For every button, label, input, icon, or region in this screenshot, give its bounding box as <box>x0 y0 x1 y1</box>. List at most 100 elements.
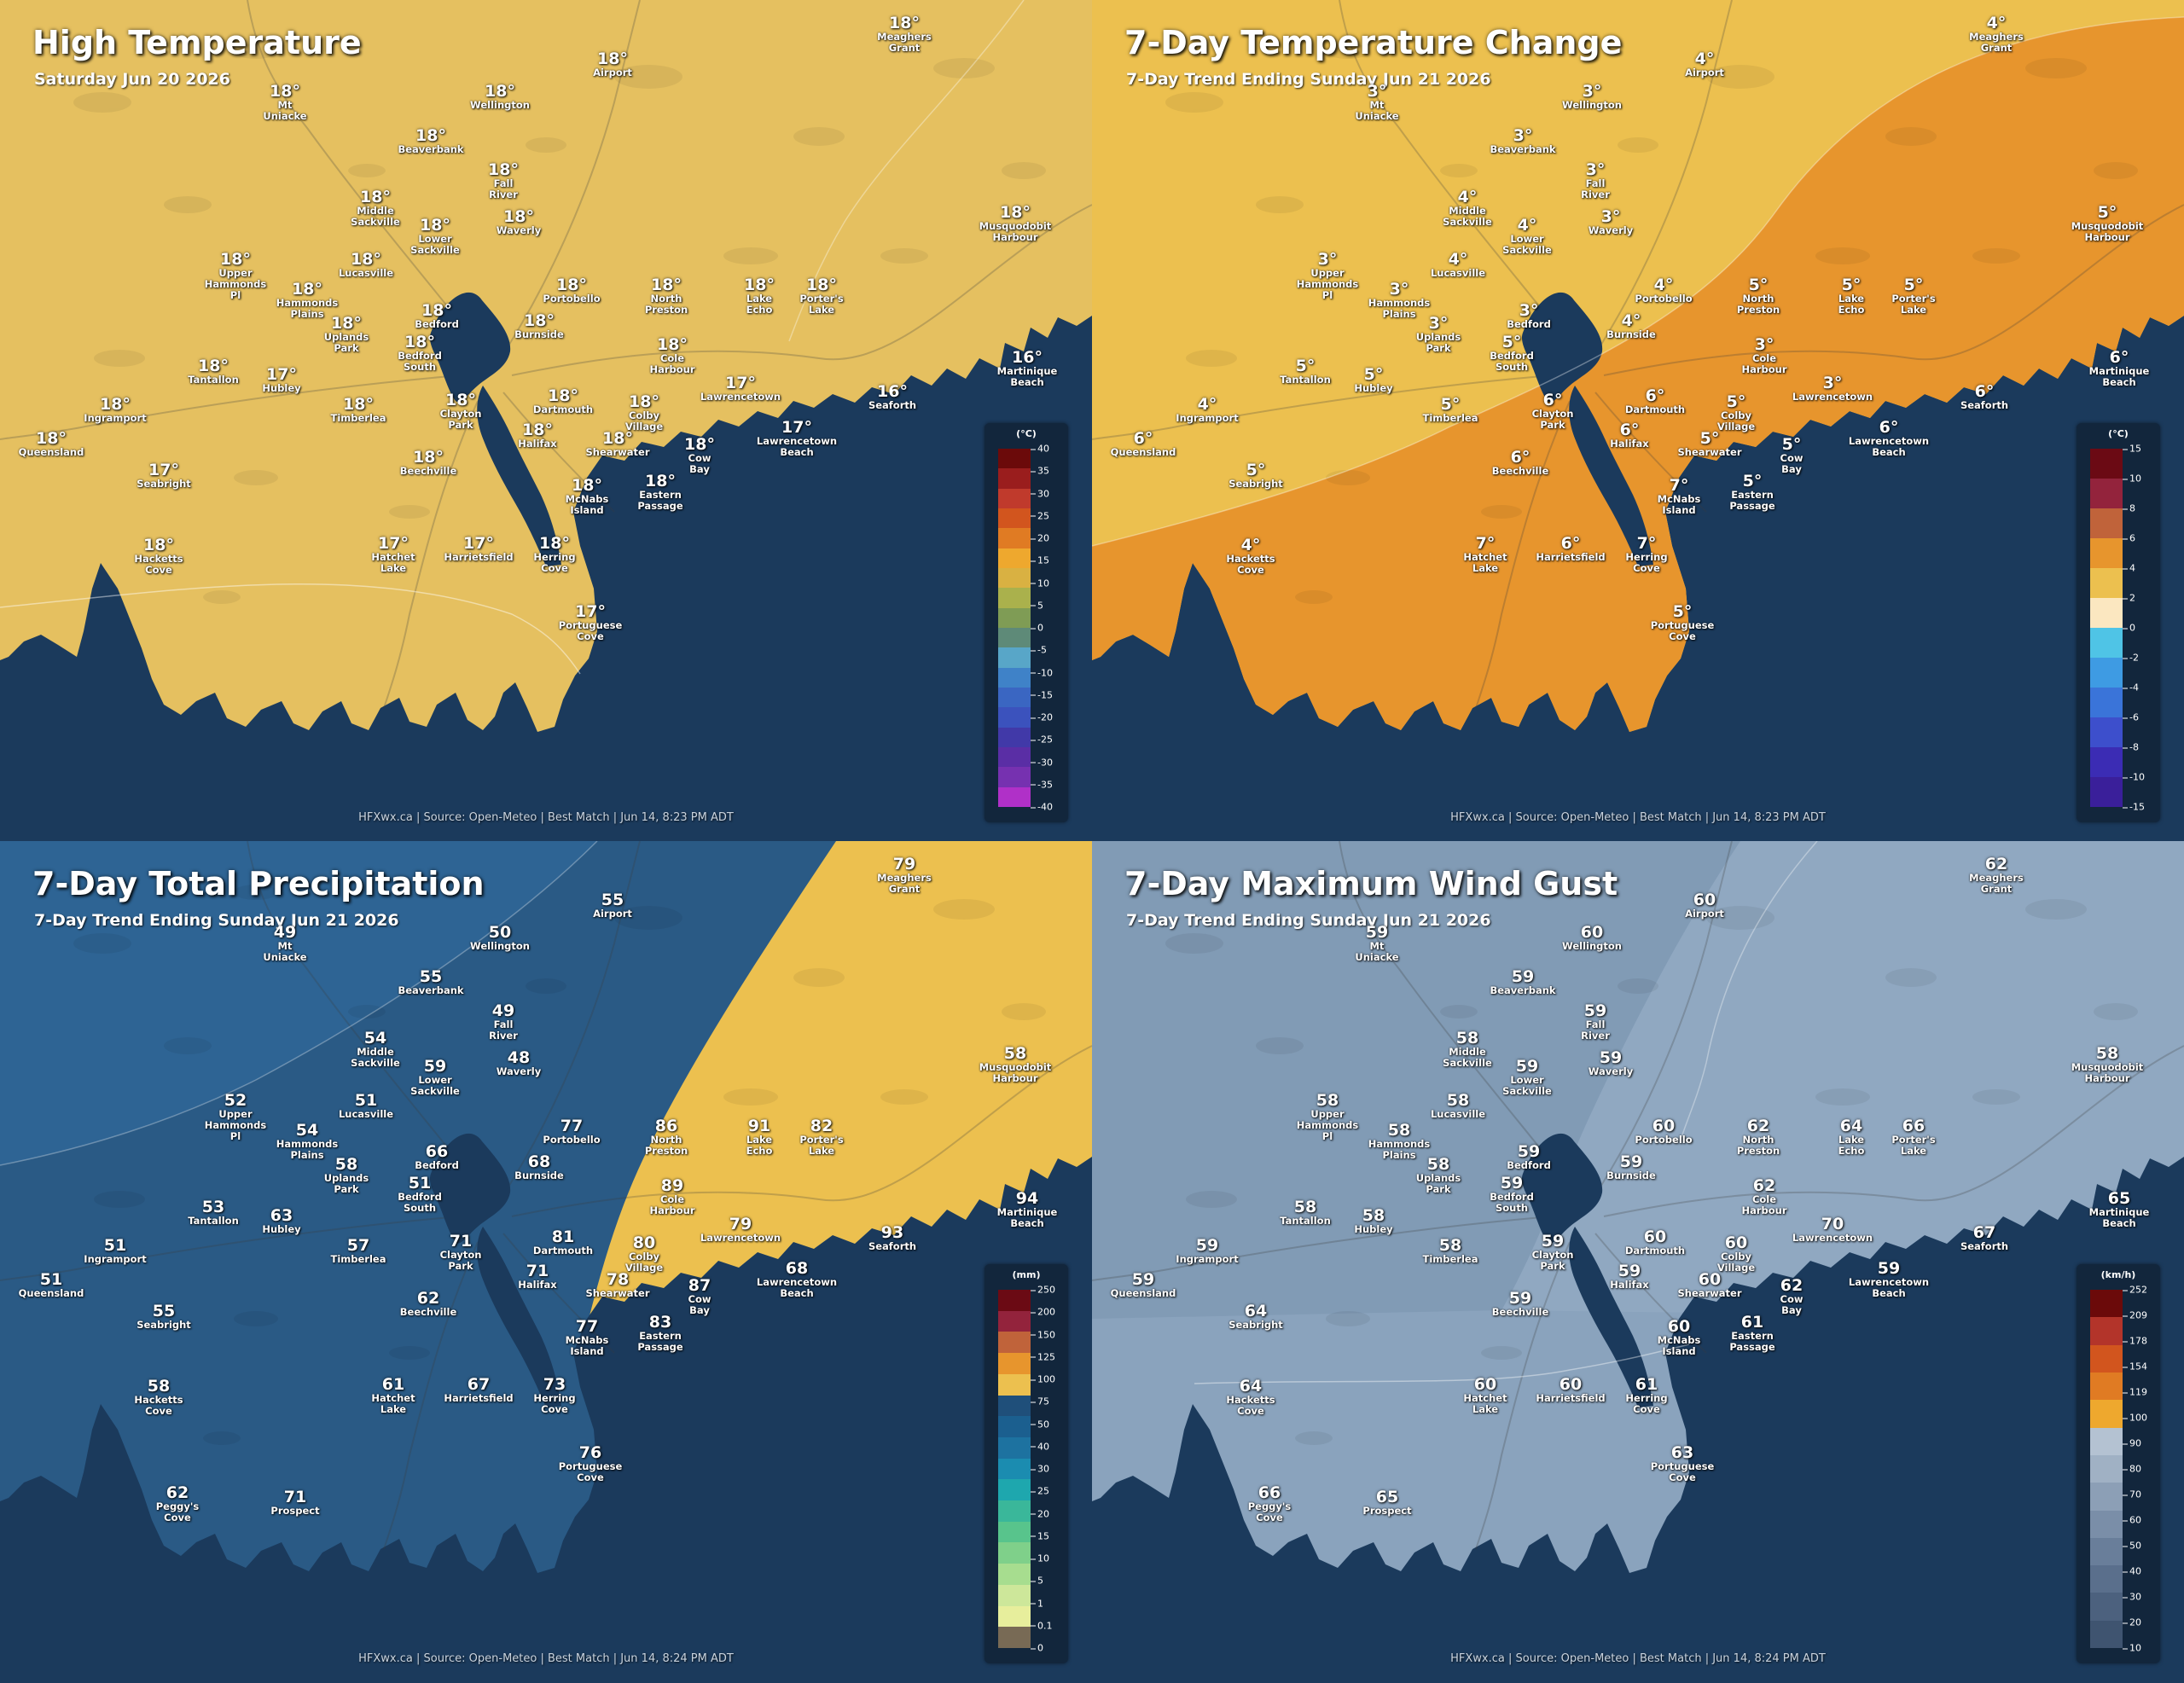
legend-tick-label: 20 <box>1031 1508 1049 1519</box>
legend-wind-gust: (km/h) 252 209 178 154 119 100 90 80 70 60 50 40 30 2… <box>2077 1264 2160 1663</box>
legend-swatch <box>2090 1593 2123 1621</box>
legend-tick-label: 15 <box>1031 554 1049 566</box>
legend-tick-label: 70 <box>2123 1489 2141 1500</box>
legend-swatch <box>998 1290 1031 1311</box>
legend-colorbar <box>2090 449 2123 807</box>
legend-tick-label: 40 <box>1031 443 1049 455</box>
legend-tick-label: 119 <box>2123 1386 2147 1398</box>
legend-tick-label: 4 <box>2123 562 2135 574</box>
legend-tick-label: -25 <box>1031 734 1053 746</box>
legend-swatch <box>2090 449 2123 479</box>
map-high-temperature <box>0 0 1092 841</box>
legend-swatch <box>998 1373 1031 1396</box>
legend-tick-label: 0.1 <box>1031 1620 1053 1632</box>
legend-swatch <box>998 1521 1031 1543</box>
legend-tick-label: 2 <box>2123 592 2135 604</box>
legend-tick-label: 8 <box>2123 502 2135 514</box>
legend-swatch <box>2090 747 2123 777</box>
legend-swatch <box>2090 1565 2123 1593</box>
legend-swatch <box>998 1395 1031 1417</box>
legend-unit: (km/h) <box>2100 1269 2136 1280</box>
legend-swatch <box>2090 1454 2123 1483</box>
legend-swatch <box>2090 1510 2123 1538</box>
map-temperature-change <box>1092 0 2184 841</box>
legend-swatch <box>2090 777 2123 807</box>
legend-swatch <box>998 627 1031 648</box>
legend-tick-label: -30 <box>1031 757 1053 768</box>
panel-maximum-wind-gust: 7-Day Maximum Wind Gust 7-Day Trend Endi… <box>1092 841 2184 1682</box>
legend-swatch <box>2090 1290 2123 1318</box>
panel-high-temperature: High Temperature Saturday Jun 20 2026 HF… <box>0 0 1092 841</box>
legend-swatch <box>2090 628 2123 658</box>
legend-swatch <box>998 746 1031 768</box>
legend-tick-label: 60 <box>2123 1514 2141 1526</box>
legend-temperature: (°C) 40 35 30 25 20 15 10 5 0 -5 -10 -15 -20 -25 -30 -3… <box>985 423 1068 822</box>
legend-swatch <box>2090 1372 2123 1401</box>
legend-swatch <box>998 508 1031 529</box>
panel-total-precipitation: 7-Day Total Precipitation 7-Day Trend En… <box>0 841 1092 1682</box>
legend-tick-label: 6 <box>2123 532 2135 544</box>
legend-tick-label: 10 <box>2123 1642 2141 1654</box>
legend-tick-label: -15 <box>1031 689 1053 701</box>
legend-swatch <box>998 1542 1031 1564</box>
legend-swatch <box>998 528 1031 548</box>
legend-unit: (°C) <box>1016 428 1037 439</box>
legend-swatch <box>998 1353 1031 1374</box>
legend-swatch <box>2090 1483 2123 1511</box>
panel-title: 7-Day Temperature Change <box>1124 24 1623 61</box>
legend-swatch <box>998 1584 1031 1606</box>
legend-tick-label: 25 <box>1031 1485 1049 1497</box>
legend-swatch <box>998 1332 1031 1354</box>
panel-credit: HFXwx.ca | Source: Open-Meteo | Best Mat… <box>1450 1652 1826 1665</box>
legend-tick-label: 50 <box>2123 1540 2141 1552</box>
legend-tick-label: 20 <box>2123 1616 2141 1628</box>
panel-title: 7-Day Total Precipitation <box>32 865 485 902</box>
legend-tick-label: 75 <box>1031 1396 1049 1407</box>
legend-tick-label: -10 <box>2123 771 2145 783</box>
legend-swatch <box>998 468 1031 489</box>
legend-tick-label: 10 <box>2123 473 2141 485</box>
legend-swatch <box>998 1627 1031 1648</box>
legend-tick-label: 154 <box>2123 1361 2147 1373</box>
legend-swatch <box>2090 508 2123 538</box>
legend-tick-label: 209 <box>2123 1309 2147 1321</box>
legend-tick-label: 10 <box>1031 577 1049 589</box>
legend-swatch <box>998 1436 1031 1459</box>
panel-temperature-change: 7-Day Temperature Change 7-Day Trend End… <box>1092 0 2184 841</box>
legend-tick-label: -8 <box>2123 741 2139 753</box>
legend-tick-label: 252 <box>2123 1284 2147 1296</box>
legend-tick-label: 50 <box>1031 1419 1049 1430</box>
legend-swatch <box>998 647 1031 668</box>
legend-swatch <box>2090 717 2123 747</box>
legend-tick-label: 0 <box>1031 622 1043 634</box>
map-maximum-wind-gust <box>1092 841 2184 1682</box>
legend-tick-label: 40 <box>1031 1441 1049 1453</box>
legend-swatch <box>2090 688 2123 717</box>
legend-tick-label: -6 <box>2123 711 2139 723</box>
panel-title: High Temperature <box>32 24 362 61</box>
legend-tick-label: 30 <box>2123 1591 2141 1603</box>
legend-swatch <box>998 567 1031 589</box>
legend-swatch <box>2090 1427 2123 1455</box>
legend-tick-label: 15 <box>2123 443 2141 455</box>
legend-tick-label: -15 <box>2123 801 2145 813</box>
legend-precipitation: (mm) 250 200 150 125 100 75 50 40 30 25 20 15 10 5 1 0.… <box>985 1264 1068 1663</box>
legend-tick-label: 100 <box>2123 1412 2147 1424</box>
legend-swatch <box>998 1416 1031 1437</box>
legend-swatch <box>998 449 1031 469</box>
legend-tick-label: 178 <box>2123 1335 2147 1347</box>
legend-tick-label: 5 <box>1031 1575 1043 1587</box>
legend-tick-label: 125 <box>1031 1351 1055 1363</box>
legend-tick-label: 5 <box>1031 600 1043 612</box>
legend-swatch <box>998 1605 1031 1628</box>
legend-tick-label: 10 <box>1031 1552 1049 1564</box>
legend-tick-label: 15 <box>1031 1530 1049 1542</box>
legend-tick-label: -35 <box>1031 779 1053 791</box>
panel-credit: HFXwx.ca | Source: Open-Meteo | Best Mat… <box>358 1652 734 1665</box>
panel-subtitle: 7-Day Trend Ending Sunday Jun 21 2026 <box>1126 911 1491 930</box>
panel-title: 7-Day Maximum Wind Gust <box>1124 865 1618 902</box>
legend-swatch <box>998 1500 1031 1522</box>
legend-colorbar <box>998 1290 1031 1648</box>
legend-swatch <box>2090 568 2123 598</box>
